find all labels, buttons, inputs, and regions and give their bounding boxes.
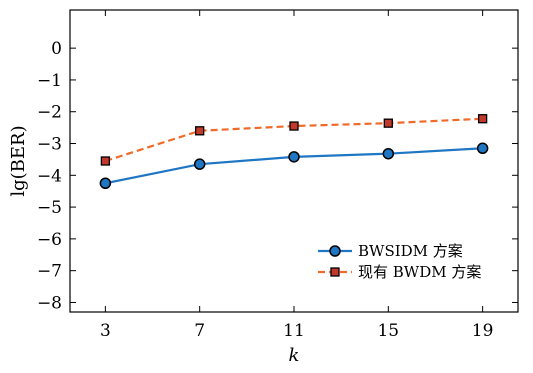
series-1-point [99, 177, 112, 190]
x-tick-label: 3 [100, 321, 111, 341]
y-tick-label: −4 [37, 166, 62, 186]
y-tick-label: −2 [37, 103, 62, 123]
series-1-point [476, 142, 489, 155]
series-2-point [477, 114, 488, 124]
x-tick-label: 15 [377, 321, 399, 341]
x-axis-ticks: 3 7 11 15 19 [100, 10, 493, 341]
y-tick-label: −5 [37, 198, 62, 218]
series-1-point [193, 158, 206, 170]
legend-marker-1 [329, 245, 341, 257]
legend-marker-2 [330, 267, 340, 277]
series-1-point [288, 151, 300, 163]
legend-label-1: BWSIDM 方案 [358, 242, 463, 260]
x-tick-label: 11 [283, 321, 305, 341]
series-2-point [289, 121, 299, 131]
y-axis-label: lg(BER) [8, 125, 29, 196]
y-tick-label: −6 [37, 230, 62, 250]
y-tick-label: −7 [37, 262, 62, 282]
series-2-point [195, 126, 205, 136]
series-layer [99, 114, 489, 190]
y-tick-label: −8 [37, 293, 62, 313]
y-axis-ticks: 0 −1 −2 −3 −4 −5 −6 −7 −8 [37, 39, 518, 313]
series-1-point [382, 147, 395, 160]
x-tick-label: 19 [472, 321, 494, 341]
y-tick-label: −3 [37, 135, 62, 155]
x-tick-label: 7 [194, 321, 205, 341]
y-tick-label: −1 [37, 71, 62, 91]
x-axis-label: k [289, 345, 300, 366]
series-2-point [383, 118, 393, 128]
series-2-point [100, 156, 111, 166]
legend-label-2: 现有 BWDM 方案 [358, 263, 481, 281]
y-tick-label: 0 [51, 39, 62, 59]
